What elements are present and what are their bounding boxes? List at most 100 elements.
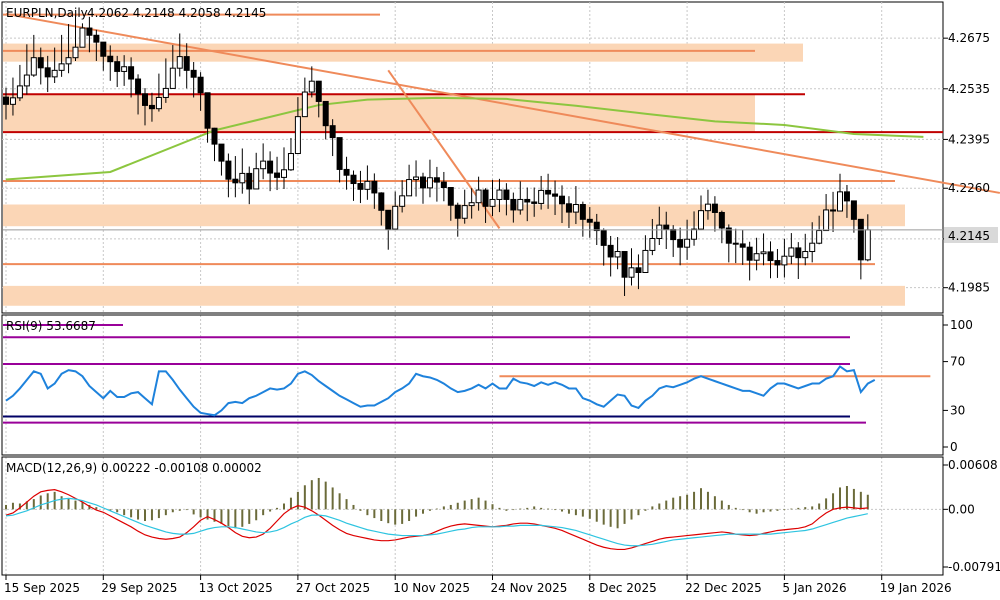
price-tick-label: 4.2535 <box>948 82 990 96</box>
candle-body <box>218 143 225 162</box>
candle-body <box>343 168 350 176</box>
time-tick-label: 15 Sep 2025 <box>4 581 80 595</box>
rsi-title: RSI(9) 53.6687 <box>6 319 96 333</box>
time-tick-label: 22 Dec 2025 <box>685 581 762 595</box>
candle-body <box>830 209 837 212</box>
candle-body <box>148 104 155 110</box>
candle-body <box>197 76 204 94</box>
candle-body <box>315 80 322 102</box>
time-tick-label: 24 Nov 2025 <box>491 581 568 595</box>
candle-body <box>204 92 211 129</box>
price-tick-label: 4.2395 <box>948 132 990 146</box>
time-tick-label: 5 Jan 2026 <box>782 581 846 595</box>
price-tick-label: 4.1985 <box>948 281 990 295</box>
rsi-tick-label: 30 <box>950 403 965 417</box>
time-tick-label: 8 Dec 2025 <box>588 581 657 595</box>
rsi-panel[interactable]: 100 70 30 0 RSI(9) 53.6687 <box>1 314 973 456</box>
price-tick-label: 4.2260 <box>948 181 990 195</box>
macd-tick-label: 0.00 <box>948 502 975 516</box>
candle-body <box>454 204 461 219</box>
candle-body <box>656 224 663 240</box>
candle-body <box>802 251 809 259</box>
candle-body <box>517 198 524 211</box>
candle-body <box>371 180 378 194</box>
candle-body <box>267 160 274 174</box>
macd-line <box>5 489 868 551</box>
candle-body <box>489 198 496 207</box>
candle-body <box>30 57 37 76</box>
candle-body <box>260 160 267 170</box>
macd-panel-frame <box>1 456 944 576</box>
rsi-series <box>5 365 876 417</box>
rsi-tick-label: 70 <box>950 355 965 369</box>
candle-body <box>93 34 100 43</box>
candle-body <box>155 96 162 110</box>
candle-body <box>232 178 239 184</box>
price-levels <box>3 13 943 266</box>
candle-body <box>114 61 121 72</box>
time-tick-label: 13 Oct 2025 <box>199 581 273 595</box>
symbol-label: EURPLN,Daily <box>6 6 88 20</box>
candle-body <box>128 66 135 80</box>
candle-body <box>691 228 698 240</box>
candle-body <box>767 251 774 262</box>
rsi-axis: 100 70 30 0 <box>943 318 973 454</box>
candle-body <box>621 251 628 278</box>
candle-body <box>406 179 413 197</box>
candle-body <box>329 125 336 139</box>
candle-body <box>294 116 301 155</box>
rsi-levels <box>3 324 931 424</box>
candle-body <box>107 55 114 63</box>
current-price-tag <box>944 227 998 243</box>
candle-body <box>559 195 565 205</box>
candle-body <box>350 174 357 185</box>
candle-body <box>725 227 732 244</box>
candle-body <box>586 218 593 223</box>
candle-body <box>760 251 767 255</box>
current-price-label: 4.2145 <box>948 229 990 243</box>
candle-body <box>420 176 426 189</box>
candle-body <box>135 78 142 95</box>
candle-body <box>510 198 517 211</box>
candle-body <box>593 221 600 232</box>
candle-body <box>684 238 691 248</box>
candle-body <box>211 127 218 145</box>
candle-body <box>100 41 107 57</box>
candle-body <box>837 191 843 212</box>
candle-body <box>225 160 232 180</box>
candle-body <box>468 202 475 207</box>
signal-line <box>5 497 868 547</box>
candle-body <box>607 244 614 258</box>
candle-body <box>287 153 294 171</box>
time-tick-label: 19 Jan 2026 <box>880 581 952 595</box>
candle-body <box>649 238 656 251</box>
candle-body <box>614 251 621 258</box>
time-tick-label: 10 Nov 2025 <box>393 581 470 595</box>
rsi-panel-frame <box>1 314 944 456</box>
candle-body <box>281 169 287 178</box>
candle-body <box>239 172 246 184</box>
candle-body <box>433 177 440 183</box>
candle-body <box>774 260 781 266</box>
candle-body <box>482 189 489 207</box>
candle-body <box>183 56 190 71</box>
candle-body <box>79 27 86 48</box>
time-axis: 15 Sep 2025 29 Sep 2025 13 Oct 2025 27 Oct … <box>4 575 952 595</box>
macd-lines <box>5 489 868 551</box>
candle-body <box>732 242 739 245</box>
candle-body <box>531 201 538 204</box>
price-zone <box>3 204 905 227</box>
candle-body <box>670 228 677 241</box>
candle-body <box>169 67 176 89</box>
macd-panel[interactable]: 0.00608 0.00 -0.00791 MACD(12,26,9) 0.0022… <box>1 456 1000 576</box>
price-zones <box>3 43 905 306</box>
candle-body <box>399 195 406 207</box>
candle-body <box>704 203 711 212</box>
candle-body <box>823 209 830 232</box>
candle-body <box>461 205 468 219</box>
ohlc-values: 4.2062 4.2148 4.2058 4.2145 <box>87 6 266 20</box>
candle-body <box>308 80 315 93</box>
candle-body <box>37 57 44 69</box>
